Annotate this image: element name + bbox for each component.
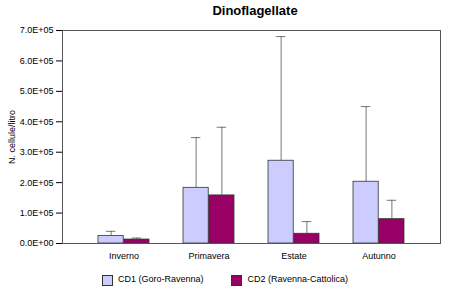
svg-text:Primavera: Primavera <box>188 251 229 261</box>
svg-text:Autunno: Autunno <box>362 251 396 261</box>
html-text:CD2 (Ravenna-Cattolica): CD2 (Ravenna-Cattolica) <box>247 274 348 285</box>
svg-text:0.0E+00: 0.0E+00 <box>20 238 54 248</box>
svg-text:6.0E+05: 6.0E+05 <box>20 56 54 66</box>
svg-text:7.0E+05: 7.0E+05 <box>20 25 54 35</box>
svg-text:N. cellule/litro: N. cellule/litro <box>7 110 17 164</box>
svg-text:4.0E+05: 4.0E+05 <box>20 117 54 127</box>
svg-text:1.0E+05: 1.0E+05 <box>20 208 54 218</box>
svg-text:Estate: Estate <box>281 251 307 261</box>
html-text:Dinoflagellate: Dinoflagellate <box>212 3 298 18</box>
svg-text:3.0E+05: 3.0E+05 <box>20 147 54 157</box>
html-text:CD1 (Goro-Ravenna): CD1 (Goro-Ravenna) <box>118 274 204 285</box>
svg-text:5.0E+05: 5.0E+05 <box>20 86 54 96</box>
svg-text:2.0E+05: 2.0E+05 <box>20 178 54 188</box>
svg-text:Inverno: Inverno <box>109 251 139 261</box>
